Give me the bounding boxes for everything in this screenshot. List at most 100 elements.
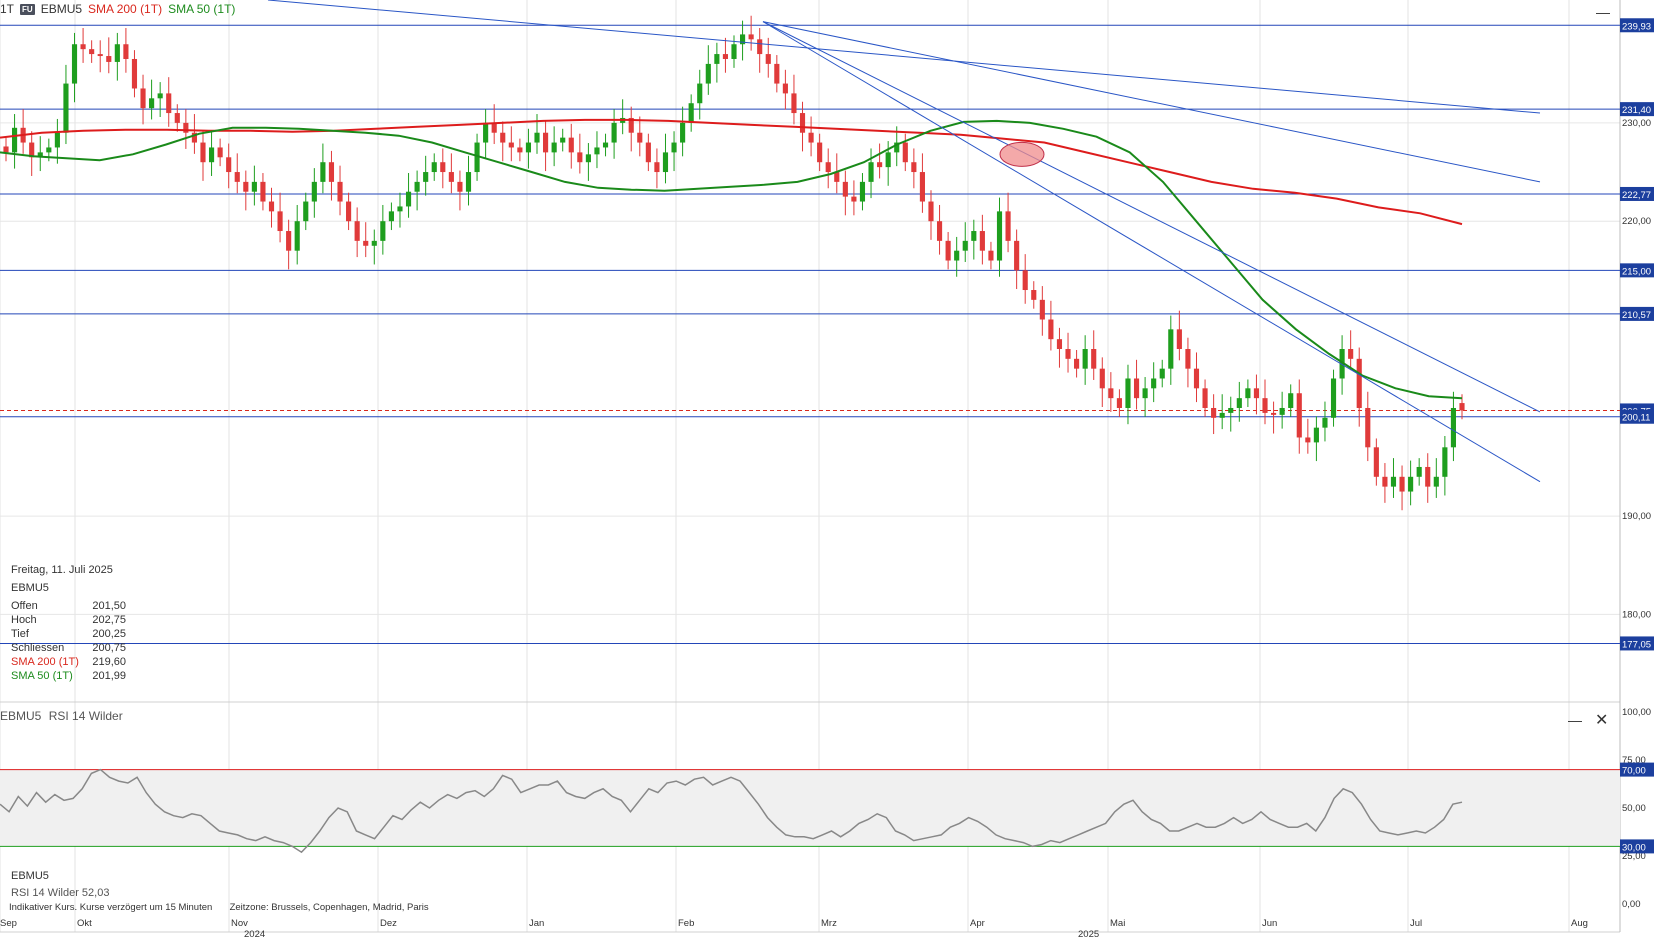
candle-body bbox=[808, 132, 814, 143]
candle-body bbox=[1416, 466, 1422, 477]
price-tick-label: 230,00 bbox=[1622, 118, 1651, 129]
candle-body bbox=[346, 201, 352, 222]
level-tag-bg bbox=[1620, 102, 1654, 117]
candle-body bbox=[654, 162, 660, 173]
sma50-legend[interactable]: SMA 50 (1T) bbox=[168, 2, 236, 16]
candle-body bbox=[628, 117, 634, 133]
candle-body bbox=[1074, 358, 1080, 369]
year-label: 2025 bbox=[1078, 929, 1099, 939]
candle-body bbox=[131, 58, 138, 89]
candle-body bbox=[1031, 290, 1037, 300]
candle-body bbox=[1305, 437, 1311, 443]
rsi-line bbox=[0, 768, 1463, 854]
candle-body bbox=[671, 142, 677, 153]
candle-body bbox=[397, 206, 403, 212]
candle-body bbox=[1202, 388, 1208, 408]
info-symbol: EBMU5 bbox=[11, 582, 49, 594]
candle-body bbox=[363, 240, 369, 246]
candle-body bbox=[894, 142, 900, 153]
candle-body bbox=[1288, 393, 1294, 408]
level-tag-bg bbox=[1620, 186, 1654, 201]
level-tag-bg bbox=[1620, 306, 1654, 321]
candle-body bbox=[1159, 368, 1165, 379]
candle-body bbox=[791, 93, 797, 114]
month-label: Dez bbox=[380, 918, 397, 929]
candle-body bbox=[1365, 407, 1371, 448]
candle-body bbox=[431, 162, 437, 173]
candle-body bbox=[89, 49, 95, 55]
candle-body bbox=[37, 152, 43, 158]
rsi-tick-label: 25,00 bbox=[1622, 851, 1646, 862]
rsi-panel-title: EBMU5 RSI 14 Wilder bbox=[0, 709, 123, 723]
candle-body bbox=[183, 122, 189, 133]
info-row-close: Schliessen 200,75 bbox=[11, 642, 126, 654]
candle-body bbox=[877, 162, 883, 168]
candle-body bbox=[971, 231, 977, 241]
trendline bbox=[762, 21, 1541, 183]
candle-body bbox=[63, 83, 69, 133]
candle-body bbox=[560, 137, 566, 143]
level-tag: 200,11 bbox=[1622, 413, 1650, 424]
candle-body bbox=[825, 162, 831, 173]
candle-body bbox=[277, 211, 283, 232]
candle-body bbox=[54, 132, 60, 148]
candle-body bbox=[328, 162, 335, 182]
candle-body bbox=[568, 137, 574, 153]
candle-body bbox=[200, 142, 206, 163]
delay-note: Indikativer Kurs. Kurse verzögert um 15 … bbox=[9, 902, 213, 913]
candle-body bbox=[1091, 349, 1097, 369]
minimize-rsi-icon[interactable]: — bbox=[1568, 712, 1582, 728]
minimize-main-icon[interactable]: — bbox=[1596, 4, 1610, 20]
candle-body bbox=[688, 103, 694, 123]
symbol-label[interactable]: EBMU5 bbox=[40, 2, 83, 16]
candle-body bbox=[1271, 412, 1277, 415]
candle-body bbox=[157, 93, 163, 99]
candle-body bbox=[534, 132, 540, 143]
candle-body bbox=[1108, 388, 1114, 399]
candle-body bbox=[114, 44, 120, 62]
candle-body bbox=[868, 162, 874, 182]
candle-body bbox=[1245, 388, 1251, 399]
month-label: Jun bbox=[1262, 918, 1277, 929]
candle-body bbox=[286, 231, 292, 251]
month-label: Sep bbox=[0, 918, 17, 929]
candle-body bbox=[739, 34, 746, 45]
candle-body bbox=[1459, 403, 1465, 411]
candle-body bbox=[1339, 349, 1345, 379]
candle-body bbox=[602, 142, 609, 148]
candle-body bbox=[851, 196, 857, 202]
candle-body bbox=[1133, 378, 1140, 399]
candle-body bbox=[662, 152, 669, 173]
month-label: Jul bbox=[1410, 918, 1422, 929]
candle-body bbox=[1313, 427, 1319, 443]
price-tick-label: 190,00 bbox=[1622, 511, 1651, 522]
candle-body bbox=[337, 181, 343, 202]
candle-body bbox=[71, 44, 78, 84]
candle-body bbox=[97, 54, 103, 57]
sma200-legend[interactable]: SMA 200 (1T) bbox=[88, 2, 163, 16]
candle-body bbox=[1330, 378, 1337, 418]
candle-body bbox=[1442, 447, 1448, 477]
candle-body bbox=[834, 172, 840, 182]
candle-body bbox=[1014, 240, 1020, 271]
candle-body bbox=[705, 63, 711, 84]
price-tick-label: 220,00 bbox=[1622, 216, 1651, 227]
candle-body bbox=[457, 181, 463, 192]
month-label: Mrz bbox=[821, 918, 837, 929]
candle-body bbox=[294, 221, 300, 251]
candle-body bbox=[1348, 349, 1354, 359]
candle-body bbox=[1048, 319, 1054, 340]
candle-body bbox=[517, 147, 523, 153]
month-label: Okt bbox=[77, 918, 92, 929]
candle-body bbox=[954, 250, 960, 261]
period-label[interactable]: 1T bbox=[0, 2, 15, 16]
candle-body bbox=[448, 172, 454, 182]
month-label: Apr bbox=[970, 918, 985, 929]
candle-body bbox=[859, 181, 866, 202]
candle-body bbox=[226, 157, 232, 173]
candle-body bbox=[440, 162, 446, 173]
candle-body bbox=[354, 221, 360, 241]
close-rsi-icon[interactable]: ✕ bbox=[1595, 712, 1609, 729]
candle-body bbox=[46, 147, 52, 153]
